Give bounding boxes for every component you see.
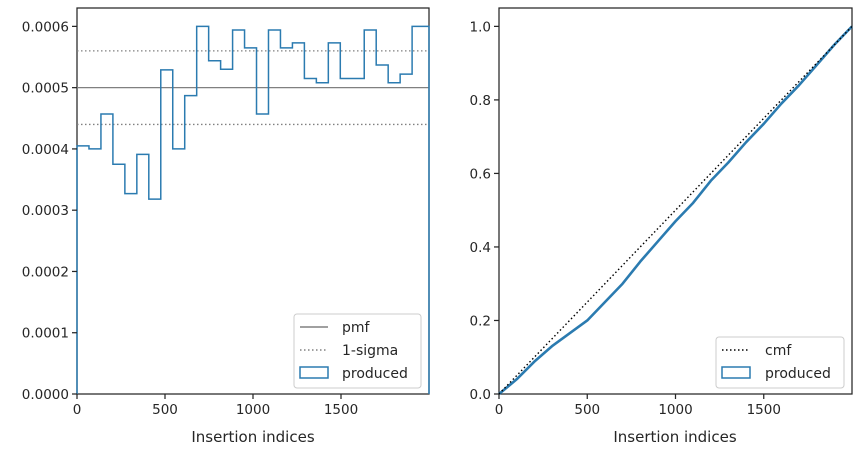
right-x-tick-label: 1000: [658, 402, 692, 418]
left-plot-content: [76, 25, 430, 394]
right-legend-box: [715, 336, 845, 389]
right-y-tick-label: 0.2: [470, 313, 491, 329]
left-legend: pmf 1-sigma produced: [293, 313, 422, 389]
legend-produced-label: produced: [342, 366, 408, 382]
produced-histogram: [76, 25, 430, 394]
right-x-axis-label: Insertion indices: [613, 428, 736, 446]
left-y-tick-label: 0.0005: [22, 81, 69, 97]
right-axes: 0 500 1000 1500 0.0 0.2 0.4 0.6 0.8 1.0: [470, 19, 781, 418]
left-y-tick-label: 0.0006: [22, 19, 69, 35]
left-x-tick-label: 500: [152, 402, 178, 418]
legend-produced-swatch: [299, 366, 329, 379]
right-x-tick-label: 1500: [747, 402, 781, 418]
right-panel: 0 500 1000 1500 0.0 0.2 0.4 0.6 0.8 1.0 Insertion…: [470, 7, 853, 446]
right-y-tick-label: 0.0: [470, 387, 491, 403]
legend-pmf-label: pmf: [342, 320, 371, 336]
right-x-tick-label: 0: [495, 402, 504, 418]
left-x-tick-label: 1500: [324, 402, 358, 418]
right-y-tick-label: 0.6: [470, 166, 491, 182]
cmf-line: [498, 25, 853, 395]
left-y-tick-label: 0.0000: [22, 387, 69, 403]
right-y-tick-label: 1.0: [470, 19, 491, 35]
left-legend-box: [293, 313, 422, 389]
legend-produced-label-right: produced: [765, 366, 831, 382]
left-y-tick-label: 0.0003: [22, 203, 69, 219]
right-y-tick-label: 0.8: [470, 93, 491, 109]
left-x-axis-label: Insertion indices: [191, 428, 314, 446]
right-x-tick-label: 500: [574, 402, 600, 418]
legend-produced-swatch-right: [721, 366, 751, 379]
left-x-tick-label: 0: [73, 402, 82, 418]
right-plot-frame: [498, 7, 853, 395]
produced-cumulative-line: [498, 25, 853, 395]
right-legend: cmf produced: [715, 336, 845, 389]
legend-cmf-label: cmf: [765, 343, 792, 359]
left-y-tick-label: 0.0004: [22, 142, 69, 158]
left-axes: 0 500 1000 1500 0.0000 0.0001 0.0002 0.0003 0.00…: [22, 19, 358, 418]
right-plot-content: [498, 25, 853, 395]
right-y-tick-label: 0.4: [470, 240, 491, 256]
left-y-tick-label: 0.0002: [22, 264, 69, 280]
legend-sigma-label: 1-sigma: [342, 343, 398, 359]
left-y-tick-label: 0.0001: [22, 326, 69, 342]
left-x-tick-label: 1000: [236, 402, 270, 418]
left-panel: 0 500 1000 1500 0.0000 0.0001 0.0002 0.0003 0.00…: [22, 7, 430, 446]
